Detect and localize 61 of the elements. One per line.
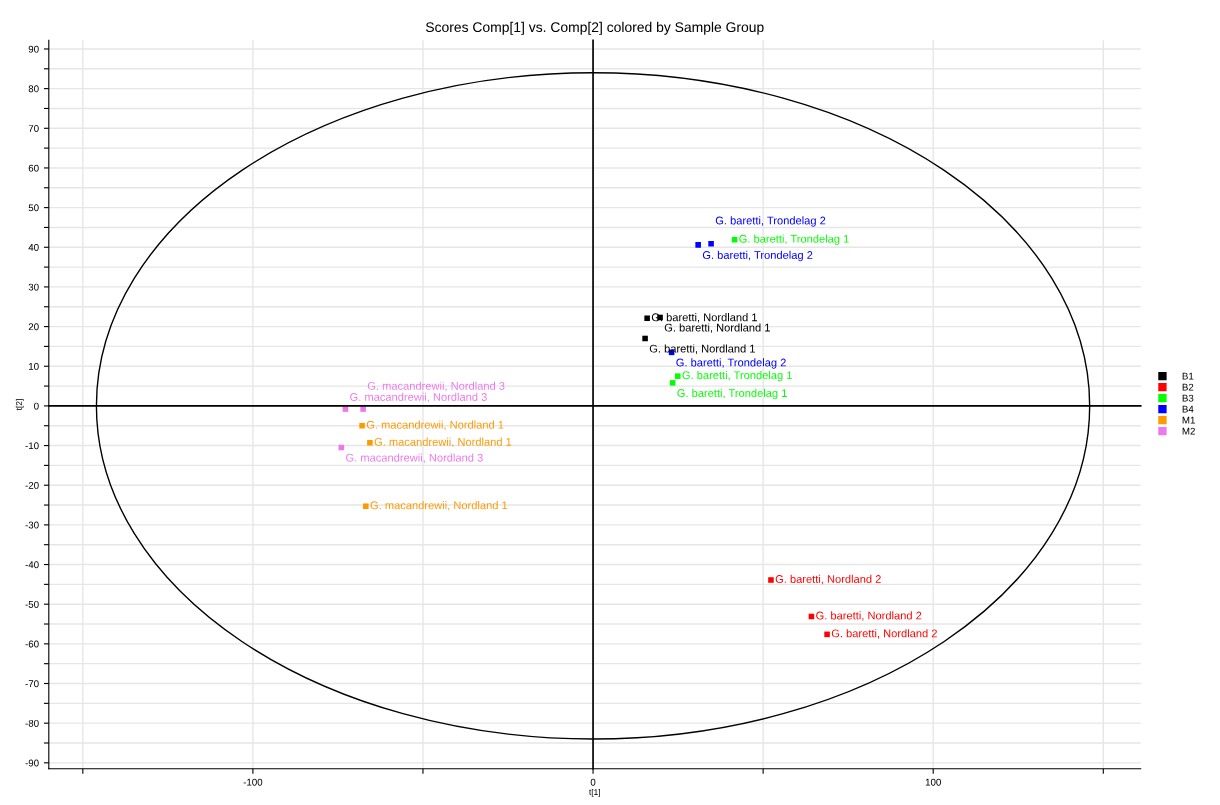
y-axis-title: t[2] (15, 399, 24, 411)
y-tick-label: 80 (28, 85, 39, 93)
legend-label: B2 (1182, 383, 1194, 391)
legend-label: B3 (1182, 394, 1194, 402)
point (731, 236, 738, 243)
x-axis-title: t[1] (589, 788, 600, 797)
annotation: G. baretti, Trondelag 2 (702, 250, 813, 262)
legend-label: M1 (1182, 416, 1195, 424)
y-tick-label: -10 (25, 442, 39, 450)
annotation: G. macandrewii, Nordland 1 (374, 437, 512, 448)
y-tick-label: -30 (25, 521, 39, 529)
legend-label: M2 (1182, 427, 1195, 435)
point (644, 315, 650, 322)
legend-label: B1 (1182, 372, 1194, 380)
point (642, 335, 648, 342)
x-tick-label: -100 (243, 778, 263, 786)
y-tick-label: 30 (28, 283, 39, 291)
y-tick-label: -40 (25, 561, 39, 569)
annotation: G. baretti, Trondelag 1 (682, 370, 792, 382)
y-tick-label: -70 (25, 680, 39, 688)
annotation: G. baretti, Nordland 2 (816, 611, 922, 621)
point (367, 440, 373, 446)
point (359, 422, 365, 429)
annotation: G. baretti, Trondelag 2 (676, 358, 786, 369)
y-tick-label: -80 (25, 719, 39, 727)
y-tick-label: -90 (25, 759, 39, 767)
point (695, 242, 701, 248)
y-tick-label: 50 (28, 204, 39, 212)
annotation: G. baretti, Trondelag 1 (677, 388, 787, 400)
annotation: G. macandrewii, Nordland 3 (346, 453, 483, 463)
y-tick-label: 0 (34, 402, 39, 410)
x-tick-label: 100 (925, 778, 941, 786)
y-tick-label: 90 (28, 45, 39, 53)
chart-title: Scores Comp[1] vs. Comp[2] colored by Sample Group (425, 21, 764, 35)
annotation: G. macandrewii, Nordland 1 (366, 420, 504, 431)
point (363, 503, 369, 510)
annotation: G. baretti, Trondelag 2 (715, 216, 826, 227)
y-tick-label: -20 (25, 481, 39, 489)
annotation: G. baretti, Trondelag 1 (739, 234, 849, 245)
annotation: G. baretti, Nordland 2 (775, 574, 881, 585)
annotation: G. macandrewii, Nordland 1 (370, 501, 508, 511)
point (669, 380, 676, 386)
y-tick-label: 10 (29, 362, 39, 370)
annotation: G. baretti, Nordland 1 (649, 344, 755, 354)
annotation: G. macandrewii, Nordland 3 (350, 392, 487, 403)
point (674, 373, 681, 379)
point (768, 577, 774, 583)
y-tick-label: 20 (28, 323, 39, 331)
y-tick-label: 70 (28, 125, 39, 132)
legend-label: B4 (1182, 405, 1194, 413)
y-tick-label: 40 (28, 244, 39, 251)
annotation: G. baretti, Nordland 2 (831, 629, 937, 639)
annotation: G. macandrewii, Nordland 3 (367, 381, 505, 392)
y-tick-label: -50 (25, 600, 39, 608)
x-tick-label: 0 (590, 778, 596, 786)
point (360, 406, 366, 412)
y-tick-label: 60 (28, 164, 39, 172)
annotation: G. baretti, Nordland 1 (664, 323, 770, 333)
point (824, 631, 830, 638)
y-tick-label: -60 (25, 640, 39, 648)
point (708, 240, 714, 247)
